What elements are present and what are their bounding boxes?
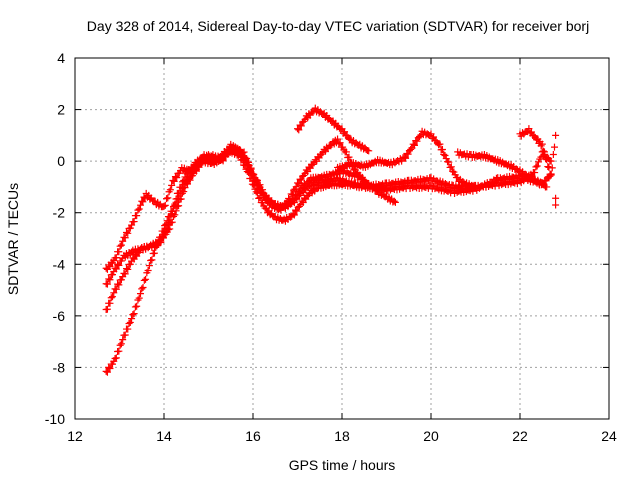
y-tick-label: -2 bbox=[53, 205, 66, 221]
x-tick-label: 12 bbox=[67, 428, 83, 444]
x-tick-label: 18 bbox=[334, 428, 350, 444]
x-tick-labels: 12 14 16 18 20 22 24 bbox=[67, 428, 617, 444]
x-tick-label: 14 bbox=[156, 428, 172, 444]
x-tick-label: 22 bbox=[512, 428, 528, 444]
series-arc-9 bbox=[552, 194, 560, 209]
chart-title: Day 328 of 2014, Sidereal Day-to-day VTE… bbox=[87, 18, 589, 34]
x-tick-label: 16 bbox=[245, 428, 261, 444]
x-tick-label: 20 bbox=[423, 428, 439, 444]
x-tick-label: 24 bbox=[601, 428, 617, 444]
y-axis-label: SDTVAR / TECUs bbox=[5, 183, 21, 295]
y-tick-label: -6 bbox=[53, 308, 66, 324]
y-tick-label: -4 bbox=[53, 256, 66, 272]
y-tick-label: -10 bbox=[45, 411, 65, 427]
series-arc-6 bbox=[334, 127, 479, 191]
y-tick-label: 0 bbox=[57, 153, 65, 169]
x-axis-label: GPS time / hours bbox=[289, 457, 396, 473]
series-arc-4 bbox=[102, 135, 390, 273]
series-arc-8 bbox=[516, 125, 560, 179]
y-tick-label: 2 bbox=[57, 102, 65, 118]
series-arc-5 bbox=[294, 104, 373, 155]
grid-lines bbox=[75, 58, 609, 419]
data-points bbox=[102, 104, 560, 376]
axis-ticks bbox=[74, 57, 610, 420]
y-tick-labels: -10 -8 -6 -4 -2 0 2 4 bbox=[45, 50, 65, 427]
series-arc-7 bbox=[454, 148, 551, 191]
y-tick-label: 4 bbox=[57, 50, 65, 66]
y-tick-label: -8 bbox=[53, 359, 66, 375]
